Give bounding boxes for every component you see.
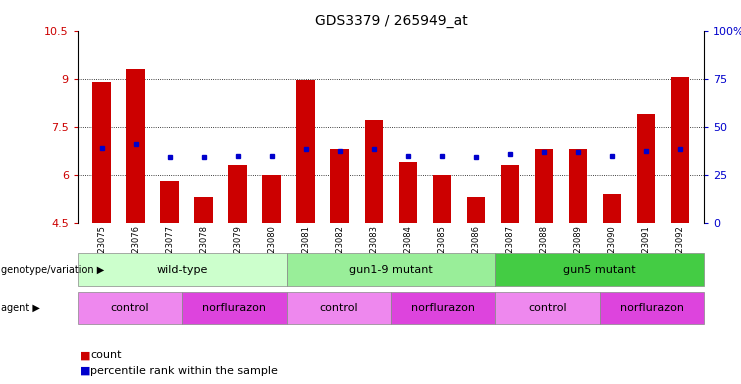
Bar (602, 194, 622, 223)
Bar (93, 82, 111, 223)
Text: control: control (528, 303, 567, 313)
Text: genotype/variation ▶: genotype/variation ▶ (1, 265, 104, 275)
Text: percentile rank within the sample: percentile rank within the sample (90, 366, 279, 376)
Bar (501, 165, 519, 223)
Bar (296, 80, 315, 223)
Text: ■: ■ (80, 350, 90, 360)
Text: norflurazon: norflurazon (619, 303, 684, 313)
Text: gun5 mutant: gun5 mutant (563, 265, 636, 275)
Bar (671, 77, 689, 223)
Bar (160, 181, 179, 223)
Text: control: control (110, 303, 149, 313)
Bar (399, 162, 417, 223)
Bar (433, 175, 451, 223)
Bar (637, 114, 656, 223)
Text: norflurazon: norflurazon (202, 303, 266, 313)
Bar (467, 197, 485, 223)
Text: count: count (90, 350, 122, 360)
Bar (535, 149, 554, 223)
Bar (568, 149, 588, 223)
Bar (330, 149, 349, 223)
Bar (262, 175, 281, 223)
Bar (194, 197, 213, 223)
Bar (228, 165, 247, 223)
Text: agent ▶: agent ▶ (1, 303, 40, 313)
Text: control: control (319, 303, 358, 313)
Bar (126, 69, 145, 223)
Text: gun1-9 mutant: gun1-9 mutant (349, 265, 433, 275)
Text: norflurazon: norflurazon (411, 303, 475, 313)
Text: wild-type: wild-type (156, 265, 207, 275)
Title: GDS3379 / 265949_at: GDS3379 / 265949_at (314, 14, 468, 28)
Text: ■: ■ (80, 366, 90, 376)
Bar (365, 120, 383, 223)
